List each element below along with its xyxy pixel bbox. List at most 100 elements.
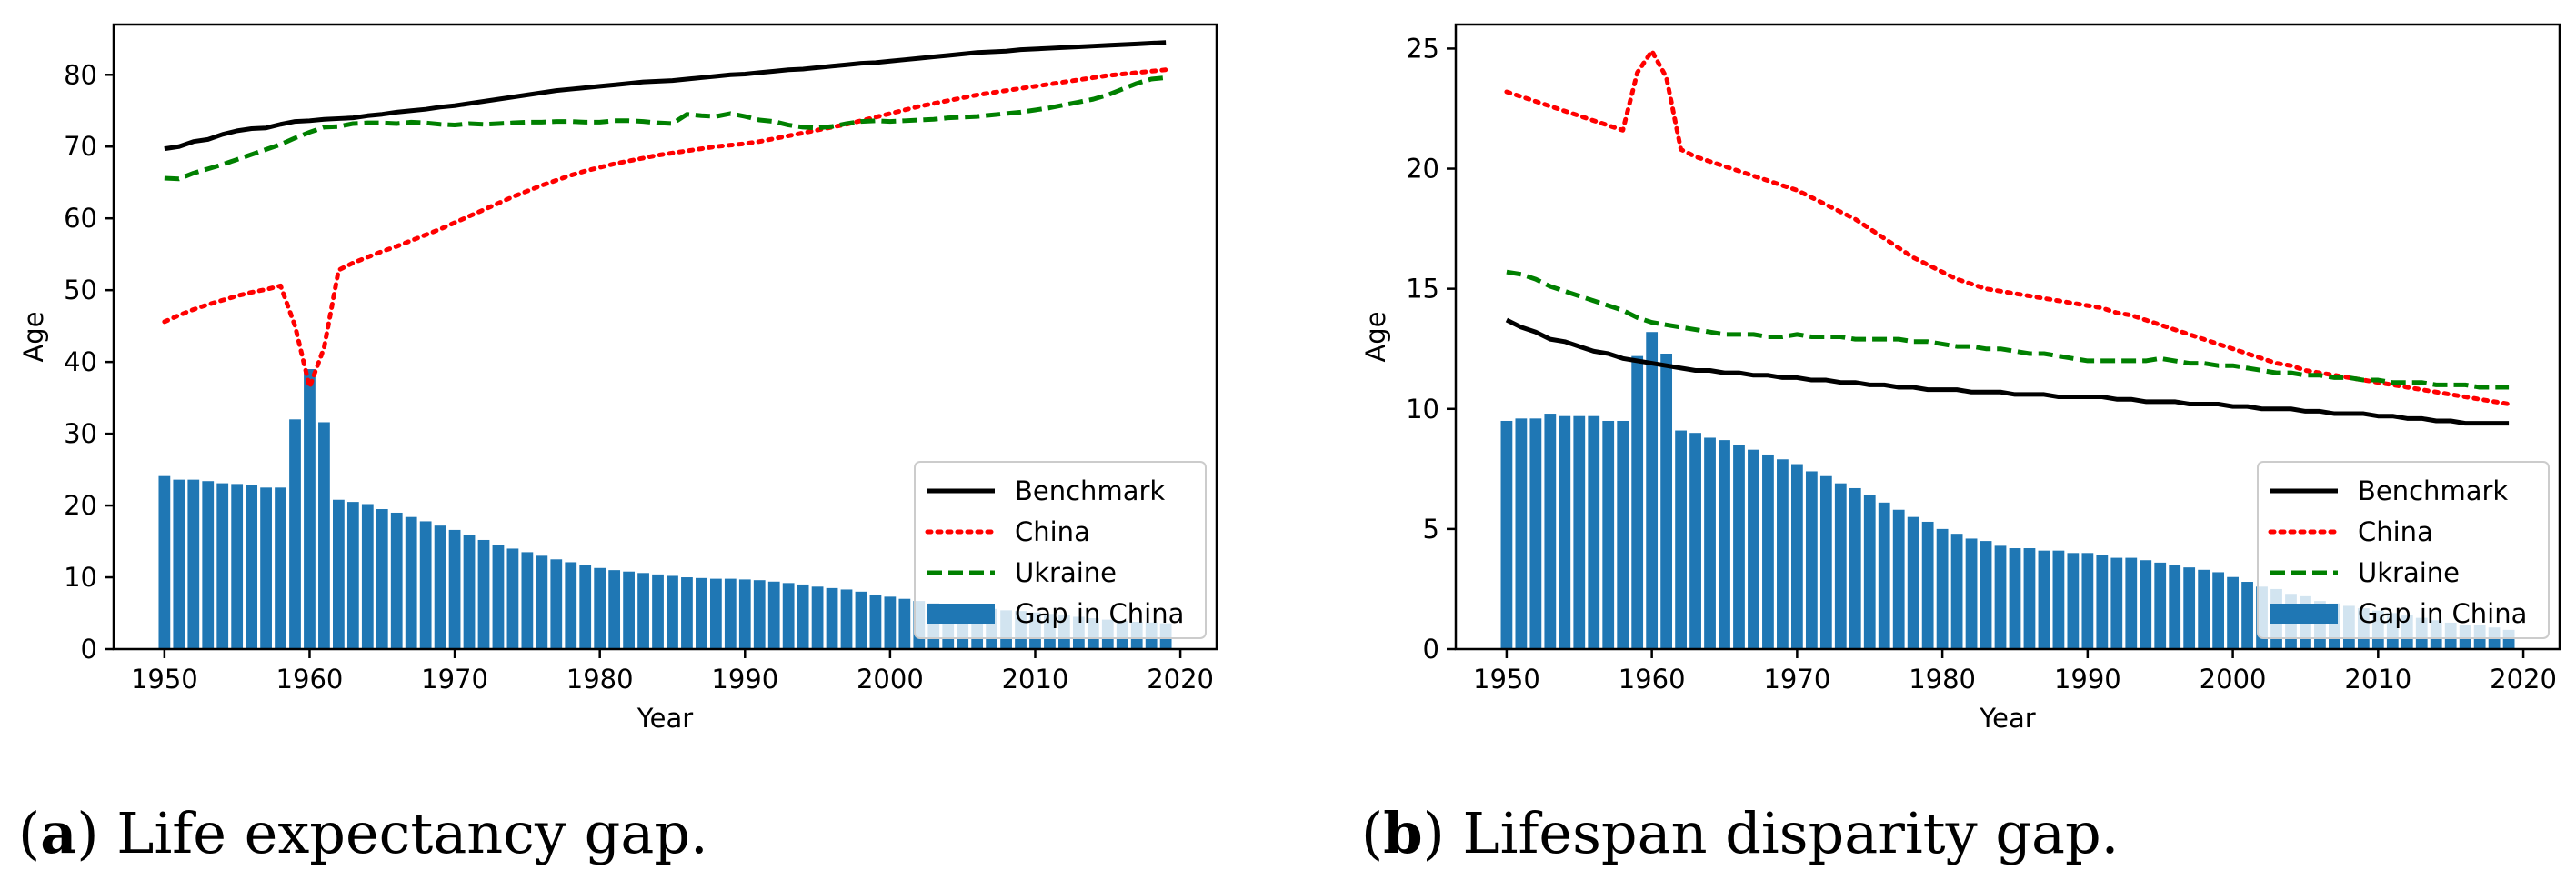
bar-1986: [681, 577, 693, 649]
x-tick-label: 1970: [1763, 664, 1830, 695]
caption-paren-open: (: [18, 800, 40, 866]
bar-1963: [1689, 433, 1701, 649]
bar-1984: [652, 574, 664, 649]
bar-1985: [2009, 548, 2021, 649]
bar-1987: [696, 577, 707, 649]
bar-1988: [709, 578, 722, 649]
bar-1967: [1748, 449, 1759, 649]
caption-text: Life expectancy gap.: [99, 800, 708, 866]
legend-label: Benchmark: [2358, 475, 2508, 506]
gap-bars: [1500, 332, 2515, 649]
legend-label: Ukraine: [1015, 557, 1117, 588]
y-tick-label: 20: [64, 490, 97, 521]
line-china: [162, 67, 1168, 390]
bar-1951: [1515, 418, 1528, 649]
legend-label: Gap in China: [2358, 598, 2527, 629]
bar-1998: [2198, 569, 2210, 649]
caption-letter: a: [40, 800, 76, 866]
bar-1969: [1777, 459, 1789, 649]
bar-1952: [1529, 418, 1542, 649]
x-tick-label: 1950: [1473, 664, 1540, 695]
bar-1980: [1936, 528, 1949, 649]
bar-2000: [884, 596, 897, 649]
bar-1979: [1921, 521, 1934, 649]
bar-1964: [1704, 437, 1716, 649]
bar-1976: [536, 555, 548, 649]
gap-bars: [158, 369, 1172, 649]
y-tick-label: 70: [64, 131, 97, 162]
legend: Benchmark China Ukraine Gap in China: [2257, 461, 2550, 639]
bar-1990: [2081, 553, 2094, 649]
bar-1967: [405, 516, 417, 649]
plot-frame: [1454, 23, 2561, 651]
bar-1966: [390, 512, 403, 649]
bar-1976: [1878, 502, 1890, 649]
bar-1971: [1805, 471, 1818, 649]
bar-1993: [2125, 557, 2138, 649]
bar-1973: [492, 545, 505, 649]
x-tick-label: 1960: [276, 664, 344, 695]
bar-1991: [753, 580, 766, 649]
bar-1959: [289, 419, 301, 649]
bar-1958: [275, 487, 286, 649]
bar-1997: [840, 589, 853, 649]
y-tick-label: 10: [1406, 394, 1439, 425]
bar-1983: [637, 573, 649, 649]
y-tick-label: 60: [64, 203, 97, 234]
legend: Benchmark China Ukraine Gap in China: [914, 461, 1207, 639]
bar-2001: [2241, 582, 2253, 649]
line-china: [1504, 48, 2511, 406]
bar-1979: [579, 565, 592, 649]
bar-1996: [2169, 565, 2181, 649]
x-tick-label: 1980: [1909, 664, 1976, 695]
bar-1959: [1631, 355, 1644, 649]
legend-label: Ukraine: [2358, 557, 2460, 588]
bar-1993: [782, 583, 795, 649]
bar-1991: [2096, 555, 2109, 649]
bar-1978: [1907, 516, 1919, 649]
bar-1981: [1950, 534, 1963, 649]
bar-1961: [318, 422, 330, 649]
bar-1963: [346, 502, 359, 649]
x-tick-label: 1990: [711, 664, 778, 695]
bar-1975: [1863, 495, 1876, 649]
x-tick-label: 2020: [2490, 664, 2557, 695]
bar-1971: [463, 535, 476, 649]
bar-1970: [448, 529, 461, 649]
bar-1960: [1646, 332, 1659, 649]
bar-1954: [1559, 415, 1571, 649]
bar-1990: [738, 579, 751, 649]
bar-1995: [2154, 562, 2167, 649]
bar-1983: [1980, 541, 1992, 649]
x-tick-label: 1970: [421, 664, 488, 695]
bar-1975: [521, 552, 534, 649]
bar-1964: [361, 504, 374, 649]
bar-1985: [667, 575, 678, 649]
bar-1968: [419, 521, 432, 649]
y-tick-label: 10: [64, 562, 97, 593]
bar-1953: [1544, 414, 1557, 649]
x-tick-label: 2010: [1002, 664, 1069, 695]
panel-caption: (b) Lifespan disparity gap.: [1361, 800, 2119, 866]
bar-1999: [869, 594, 882, 649]
bar-1958: [1617, 420, 1629, 649]
bar-1950: [1500, 420, 1513, 649]
bar-1974: [1849, 487, 1861, 649]
bar-1972: [1819, 475, 1832, 649]
panel-caption: (a) Life expectancy gap.: [18, 800, 708, 866]
x-axis-label: Year: [636, 703, 693, 734]
legend-label: China: [1015, 516, 1090, 547]
bar-1961: [1660, 354, 1673, 649]
bar-1992: [2110, 557, 2123, 649]
caption-paren-close: ): [1423, 800, 1445, 866]
bar-1970: [1790, 464, 1803, 649]
x-tick-label: 2020: [1147, 664, 1214, 695]
x-tick-label: 2000: [2200, 664, 2267, 695]
bar-1974: [506, 548, 519, 649]
x-tick-label: 2010: [2344, 664, 2411, 695]
bar-1981: [608, 570, 621, 649]
bar-2001: [898, 598, 911, 649]
caption-paren-close: ): [76, 800, 98, 866]
legend-label: Benchmark: [1015, 475, 1165, 506]
